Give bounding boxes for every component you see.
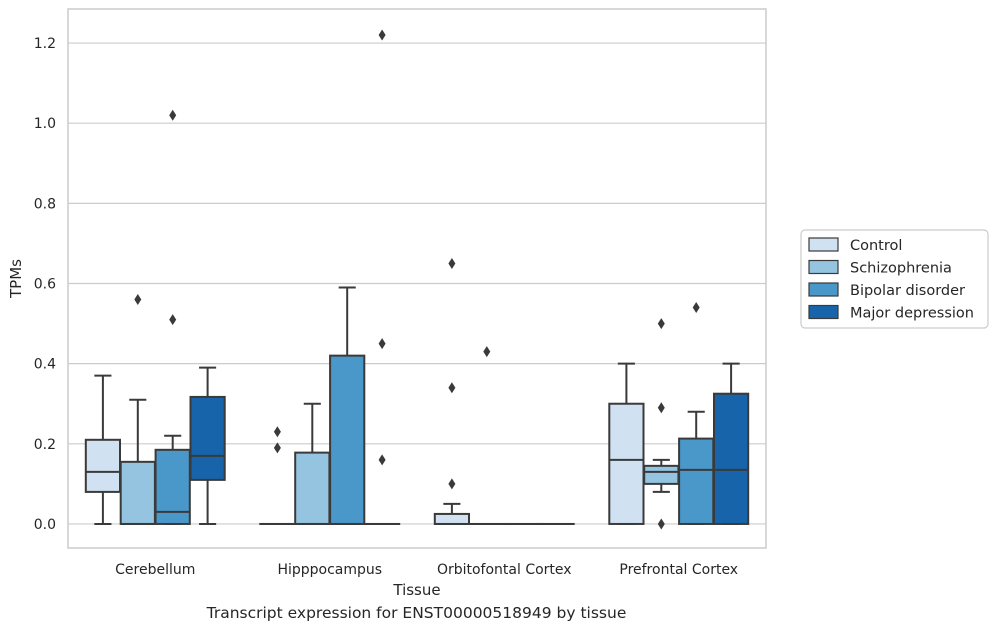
figure-caption: Transcript expression for ENST0000051894… (206, 604, 627, 622)
outlier-point (378, 338, 386, 350)
y-tick-label: 1.2 (34, 36, 56, 52)
plot-frame (67, 8, 767, 549)
box-body (119, 460, 156, 525)
x-tick-label: Orbitofontal Cortex (437, 562, 572, 578)
outlier-point (448, 478, 456, 490)
box-3-3 (712, 362, 750, 525)
legend-label: Control (850, 238, 902, 254)
box-2-1 (468, 346, 505, 525)
outlier-point (169, 109, 177, 121)
outlier-point (448, 382, 456, 394)
box-1-1 (294, 402, 331, 525)
box-body (84, 438, 122, 493)
x-tick-label: Hipppocampus (277, 562, 382, 578)
box-0-1 (119, 294, 156, 525)
box-0-2 (154, 109, 191, 525)
box-1-0 (259, 426, 296, 525)
legend-swatch (808, 304, 839, 320)
box-0-3 (189, 366, 226, 525)
legend-label: Major depression (850, 306, 974, 322)
box-body (189, 395, 226, 481)
box-body (294, 451, 331, 525)
outlier-point (134, 294, 142, 306)
x-tick-label: Prefrontal Cortex (619, 562, 738, 578)
box-2-0 (433, 257, 471, 525)
x-axis-title: Tissue (392, 581, 440, 599)
y-axis-title: TPMs (7, 259, 25, 299)
legend-swatch (808, 282, 839, 297)
legend-frame (800, 229, 989, 329)
legend: Control Schizophrenia Bipolar disorder Majo… (800, 229, 989, 329)
legend-label: Bipolar disorder (850, 283, 965, 299)
box-3-0 (608, 362, 645, 525)
box-1-3 (363, 29, 401, 525)
outlier-point (483, 346, 491, 358)
outlier-point (692, 302, 700, 314)
outlier-point (378, 29, 386, 41)
box-body (433, 512, 471, 525)
box-3-1 (643, 318, 680, 530)
y-tick-label: 1.0 (34, 116, 56, 132)
legend-swatch (808, 237, 839, 252)
y-tick-label: 0.2 (34, 437, 56, 453)
outlier-point (273, 426, 281, 438)
box-3-2 (678, 302, 715, 525)
legend-swatch (808, 259, 839, 275)
x-tick-label: Cerebellum (115, 562, 195, 578)
box-body (608, 402, 645, 525)
y-tick-label: 0.6 (34, 277, 56, 293)
outlier-point (378, 454, 386, 466)
outlier-point (273, 442, 281, 454)
box-1-2 (329, 286, 366, 525)
outlier-point (448, 257, 456, 269)
box-body (643, 464, 680, 485)
y-tick-label: 0.0 (34, 517, 56, 533)
legend-label: Schizophrenia (850, 261, 952, 277)
y-tick-label: 0.8 (34, 196, 56, 212)
outlier-point (657, 318, 665, 330)
box-body (678, 437, 715, 525)
box-0-0 (84, 374, 122, 525)
box-body (712, 392, 750, 525)
outlier-point (657, 402, 665, 414)
outlier-point (657, 518, 665, 530)
box-body (329, 354, 366, 525)
y-tick-label: 0.4 (34, 357, 56, 373)
outlier-point (169, 314, 177, 326)
